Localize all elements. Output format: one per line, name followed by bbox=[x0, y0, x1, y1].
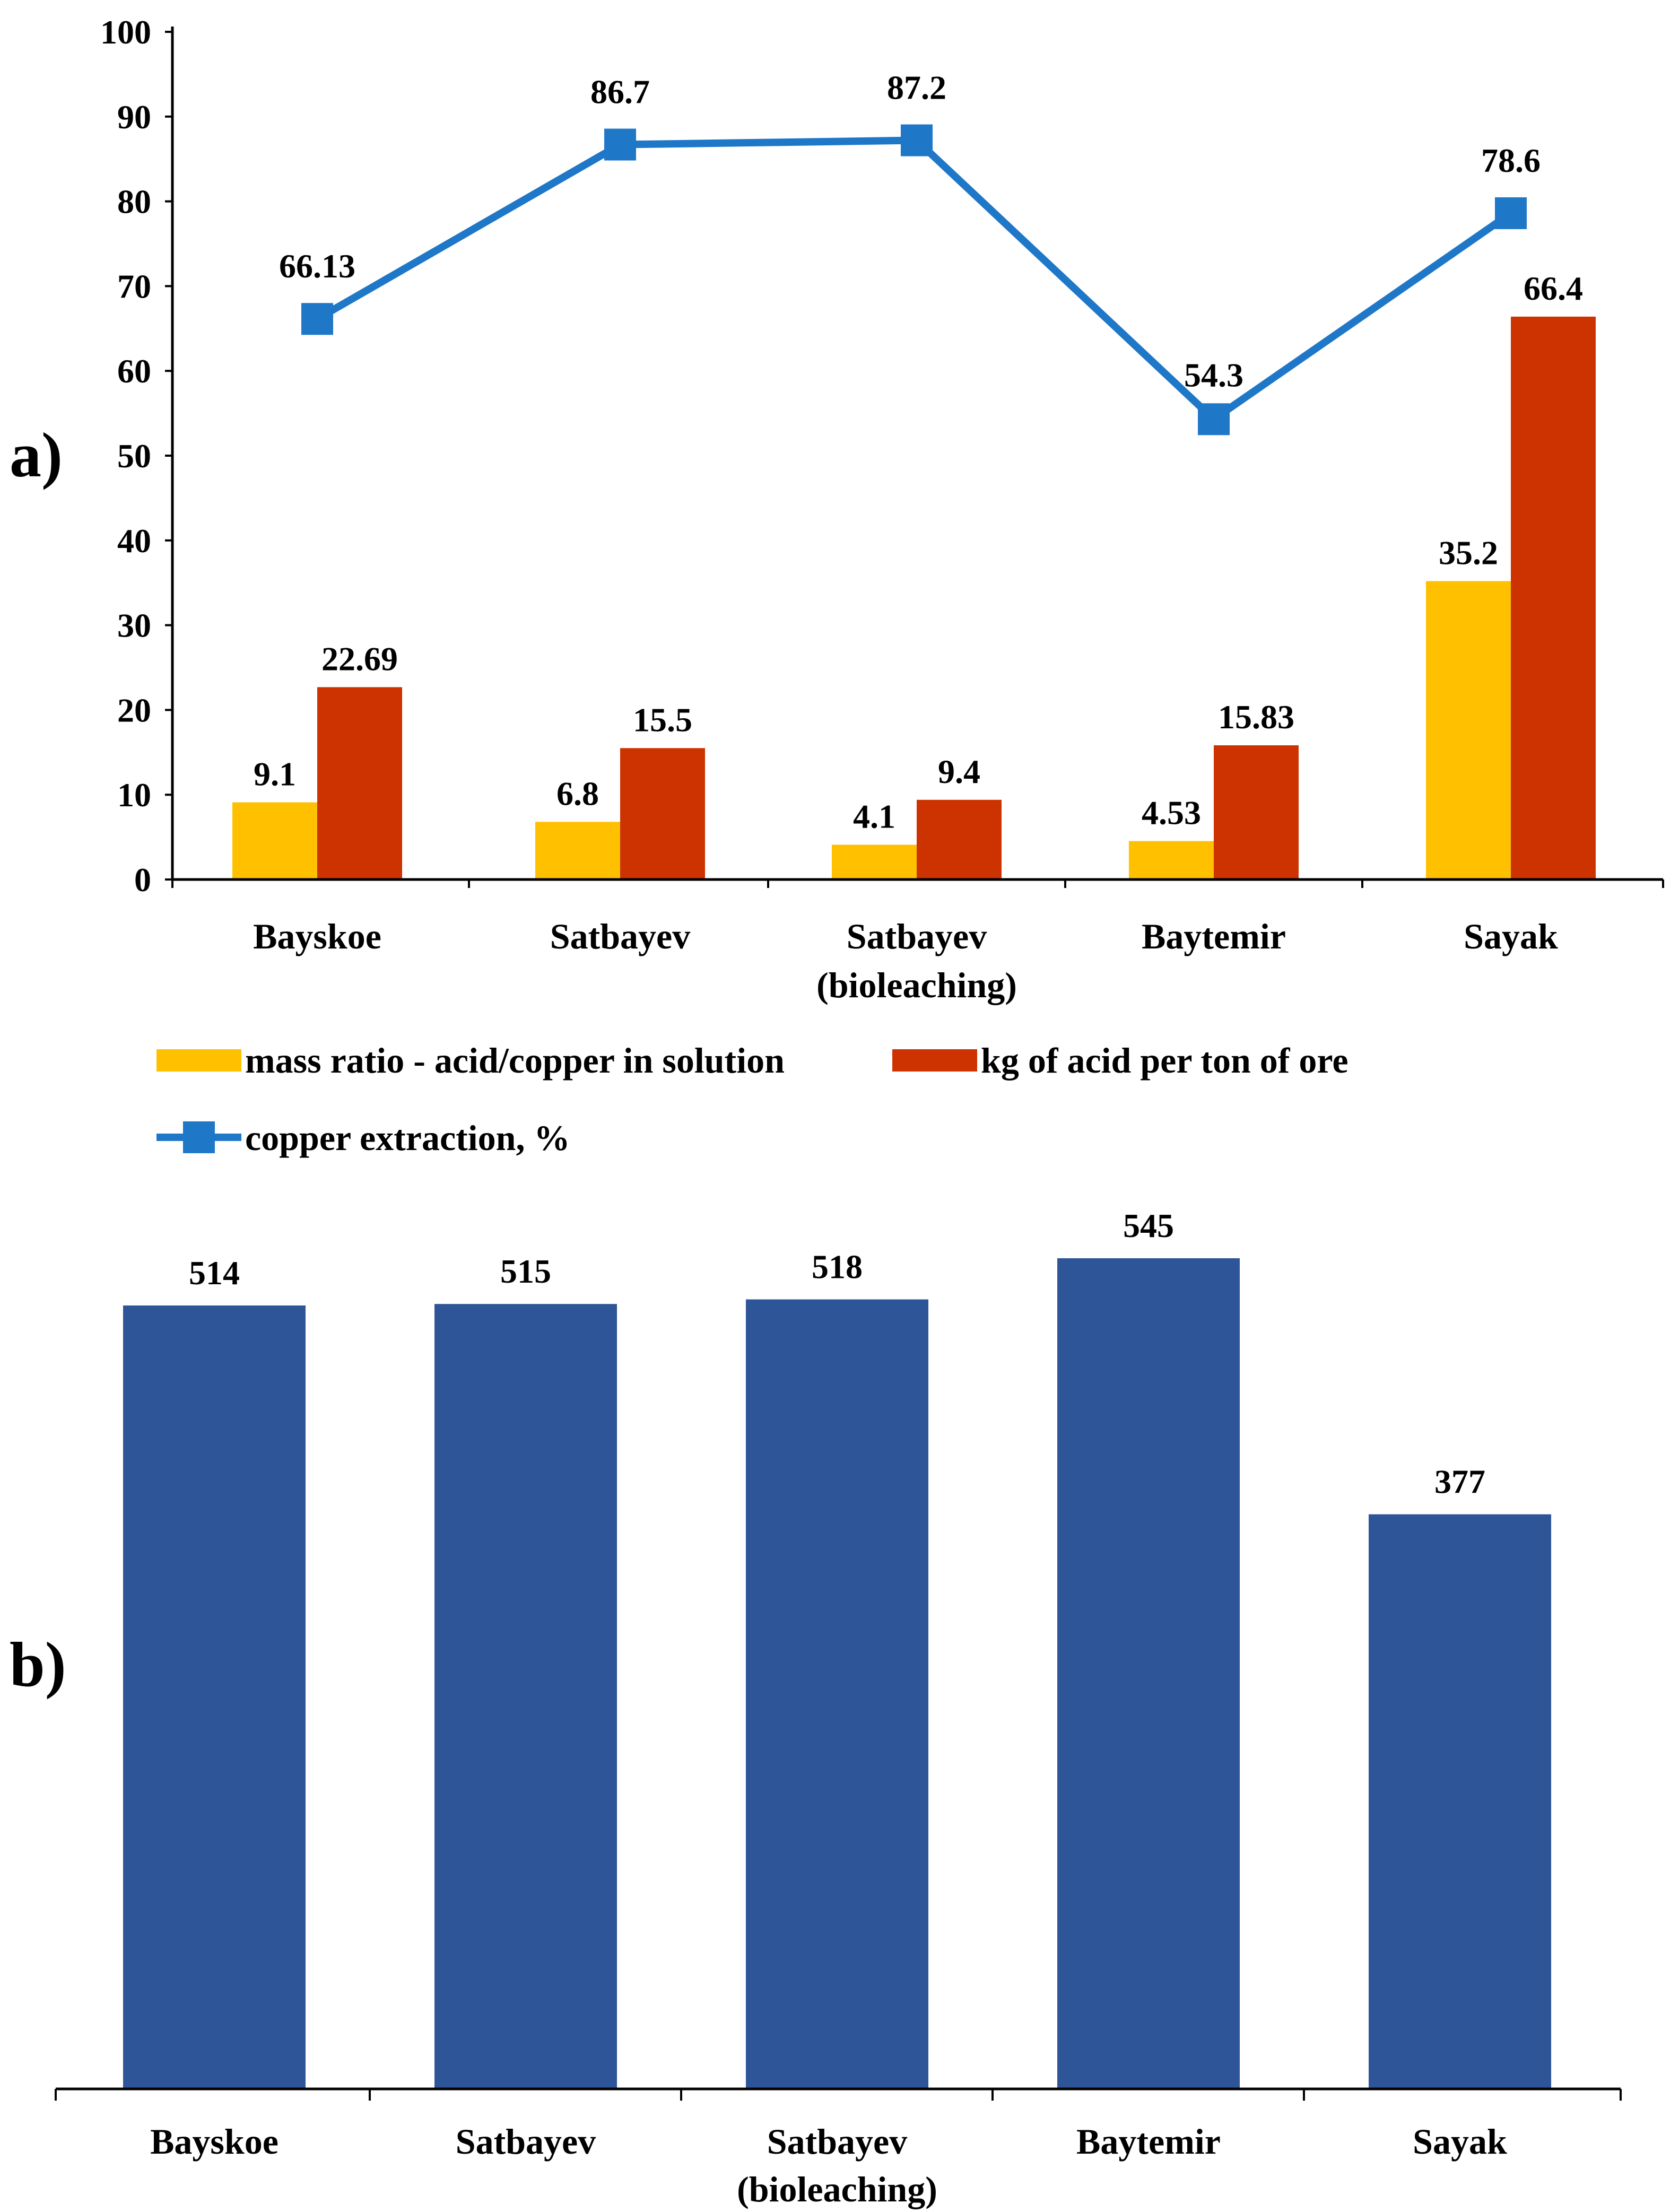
panel-a-label: a) bbox=[10, 420, 63, 490]
data-label: 15.83 bbox=[1218, 698, 1294, 736]
category-label-baytemir: Baytemir bbox=[1076, 2121, 1221, 2162]
extraction-marker-baytemir bbox=[1198, 403, 1230, 436]
y-tick-label: 100 bbox=[100, 13, 151, 51]
category-label-satbayev: Satbayev bbox=[847, 916, 987, 956]
y-tick-label: 40 bbox=[117, 522, 151, 560]
category-label-satbayev: Satbayev bbox=[550, 916, 690, 956]
bar-kg-of-acid-per-ton-o-bayskoe bbox=[317, 687, 402, 879]
data-label: 518 bbox=[812, 1248, 863, 1286]
bar-mass-ratio-acid-copp-satbayev-bioleaching bbox=[832, 844, 917, 879]
extraction-marker-sayak bbox=[1495, 197, 1527, 229]
legend-label-mass-ratio: mass ratio - acid/copper in solution bbox=[245, 1040, 785, 1081]
panel-a-bars bbox=[232, 316, 1596, 879]
data-label: 35.2 bbox=[1439, 534, 1498, 572]
data-label: 9.1 bbox=[254, 755, 296, 793]
extraction-data-label: 86.7 bbox=[590, 73, 650, 111]
category-label-baytemir: Baytemir bbox=[1142, 916, 1286, 956]
bar-sayak bbox=[1369, 1514, 1551, 2089]
y-tick-label: 20 bbox=[117, 691, 151, 729]
legend-label-acid-per-ton: kg of acid per ton of ore bbox=[981, 1040, 1349, 1081]
bar-mass-ratio-acid-copp-bayskoe bbox=[232, 802, 317, 879]
legend-swatch-mass-ratio bbox=[156, 1049, 241, 1072]
y-tick-label: 60 bbox=[117, 352, 151, 390]
bar-kg-of-acid-per-ton-o-sayak bbox=[1511, 316, 1596, 879]
extraction-data-label: 87.2 bbox=[887, 69, 946, 107]
category-label-sayak: Sayak bbox=[1413, 2121, 1507, 2162]
data-label: 15.5 bbox=[633, 701, 692, 738]
bar-baytemir bbox=[1057, 1258, 1240, 2089]
extraction-data-label: 78.6 bbox=[1481, 142, 1541, 179]
data-label: 9.4 bbox=[938, 753, 980, 790]
data-label: 545 bbox=[1123, 1207, 1174, 1244]
panel-b-bars bbox=[123, 1258, 1551, 2089]
y-tick-label: 80 bbox=[117, 183, 151, 221]
extraction-data-label: 54.3 bbox=[1184, 356, 1243, 394]
bar-bayskoe bbox=[123, 1305, 306, 2089]
legend-swatch-acid-per-ton bbox=[892, 1049, 977, 1072]
bar-kg-of-acid-per-ton-o-satbayev bbox=[620, 748, 705, 879]
legend-marker-extraction bbox=[183, 1121, 215, 1153]
y-tick-label: 10 bbox=[117, 776, 151, 814]
bar-kg-of-acid-per-ton-o-satbayev-bioleaching bbox=[917, 799, 1002, 879]
legend: mass ratio - acid/copper in solution kg … bbox=[156, 1040, 1349, 1158]
extraction-marker-satbayev-bioleaching bbox=[901, 124, 933, 156]
category-label-satbayev: Satbayev bbox=[456, 2121, 596, 2162]
category-label-bayskoe: Bayskoe bbox=[253, 916, 381, 956]
panel-a-data-labels: 9.1 6.8 4.1 4.53 35.2 22.69 15.5 9.4 15.83 66.4 66… bbox=[254, 69, 1583, 835]
extraction-marker-bayskoe bbox=[301, 303, 333, 335]
bar-mass-ratio-acid-copp-sayak bbox=[1426, 581, 1511, 879]
panel-b-chart: 514 515 518 545 377 Bayskoe Satbayev Satbayev (… bbox=[55, 1207, 1622, 2209]
panel-a-y-axis-ticks: 0 10 20 30 40 50 60 70 80 90 100 bbox=[100, 13, 172, 899]
extraction-data-label: 66.13 bbox=[279, 247, 355, 285]
y-tick-label: 70 bbox=[117, 267, 151, 305]
data-label: 377 bbox=[1434, 1463, 1485, 1501]
panel-a-extraction-line bbox=[301, 124, 1527, 436]
data-label: 514 bbox=[189, 1254, 240, 1292]
extraction-marker-satbayev bbox=[604, 128, 636, 161]
y-tick-label: 30 bbox=[117, 607, 151, 645]
data-label: 4.1 bbox=[853, 797, 895, 835]
bar-mass-ratio-acid-copp-satbayev bbox=[535, 822, 620, 879]
legend-label-extraction: copper extraction, % bbox=[245, 1118, 570, 1158]
y-tick-label: 50 bbox=[117, 437, 151, 475]
bar-satbayev bbox=[434, 1304, 617, 2089]
bar-kg-of-acid-per-ton-o-baytemir bbox=[1214, 745, 1299, 879]
data-label: 22.69 bbox=[321, 640, 398, 677]
data-label: 66.4 bbox=[1524, 269, 1583, 307]
data-label: 6.8 bbox=[556, 774, 599, 812]
category-label-bioleaching: (bioleaching) bbox=[737, 2169, 937, 2209]
panel-b-category-labels: Bayskoe Satbayev Satbayev (bioleaching) Bayt… bbox=[150, 2121, 1507, 2209]
panel-b-data-labels: 514 515 518 545 377 bbox=[189, 1207, 1485, 1501]
panel-b-axes bbox=[55, 2087, 1622, 2101]
data-label: 515 bbox=[500, 1252, 551, 1290]
y-tick-label: 90 bbox=[117, 98, 151, 136]
panel-a-axes bbox=[171, 27, 1664, 888]
category-label-bioleaching: (bioleaching) bbox=[816, 965, 1017, 1005]
panel-a-chart: 0 10 20 30 40 50 60 70 80 90 100 9.1 6.8 4.1 4.53 35.2… bbox=[100, 13, 1664, 1005]
panel-a-category-labels: Bayskoe Satbayev Satbayev (bioleaching) Bayt… bbox=[253, 916, 1558, 1005]
y-tick-label: 0 bbox=[134, 861, 151, 899]
panel-b-label: b) bbox=[10, 1629, 66, 1700]
category-label-satbayev: Satbayev bbox=[767, 2121, 907, 2162]
data-label: 4.53 bbox=[1142, 794, 1201, 832]
category-label-sayak: Sayak bbox=[1464, 916, 1558, 956]
bar-satbayev-bioleaching bbox=[746, 1299, 928, 2089]
category-label-bayskoe: Bayskoe bbox=[150, 2121, 279, 2162]
bar-mass-ratio-acid-copp-baytemir bbox=[1129, 841, 1214, 879]
